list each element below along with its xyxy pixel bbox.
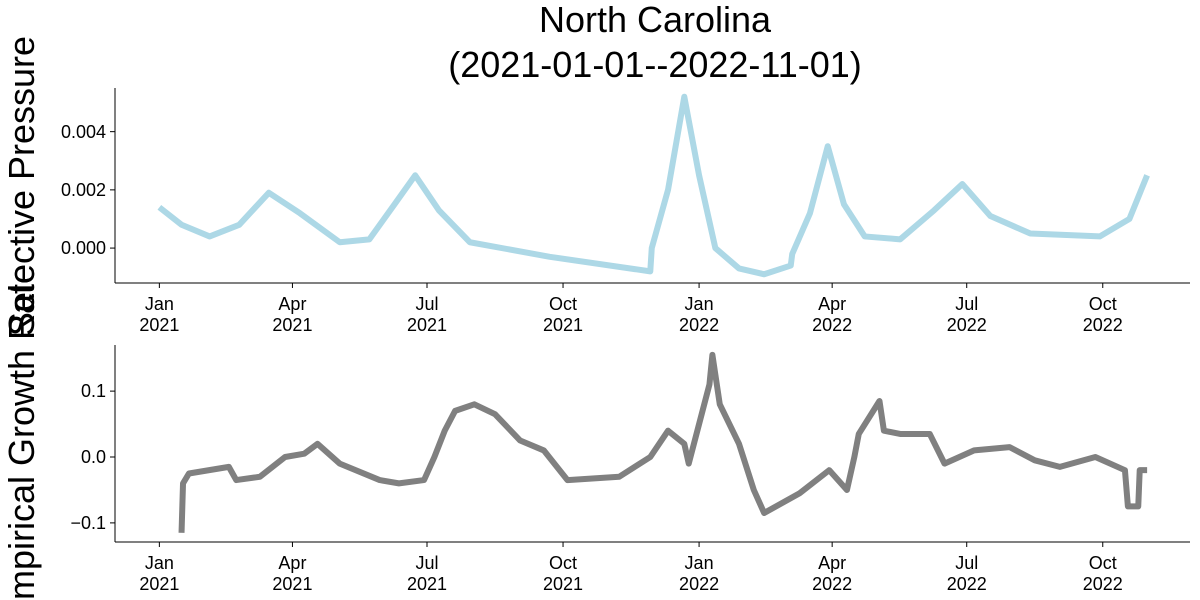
x-tick-label: Jan 2022: [679, 294, 720, 335]
data-line: [178, 351, 1148, 533]
x-tick-label: Oct 2022: [1082, 553, 1123, 594]
x-tick-label: Apr 2021: [272, 553, 313, 594]
data-line: [157, 93, 1150, 278]
chart-title: North Carolina (2021-01-01--2022-11-01): [448, 0, 862, 85]
x-tick-label: Jan 2021: [139, 553, 180, 594]
y-tick-label: −0.1: [70, 512, 106, 533]
y-tick-label: 0.002: [60, 179, 106, 200]
y-tick-label: 0.0: [80, 447, 106, 467]
y-tick-label: 0.004: [60, 121, 106, 142]
x-tick-label: Jul 2022: [946, 553, 987, 594]
x-tick-label: Jul 2021: [406, 553, 448, 594]
x-tick-label: Apr 2021: [272, 294, 313, 335]
x-tick-label: Jan 2022: [679, 553, 720, 594]
x-tick-label: Oct 2021: [543, 553, 584, 594]
x-tick-label: Apr 2022: [812, 294, 853, 335]
y-tick-label: 0.000: [60, 238, 106, 259]
y-axis-label: Empirical Growth Rate: [1, 263, 42, 600]
x-tick-label: Oct 2021: [543, 294, 584, 335]
y-tick-label: 0.1: [80, 381, 106, 402]
x-tick-label: Jan 2021: [139, 294, 180, 335]
x-tick-label: Jul 2021: [406, 294, 448, 335]
x-tick-label: Oct 2022: [1082, 294, 1123, 335]
x-tick-label: Apr 2022: [812, 553, 853, 594]
x-tick-label: Jul 2022: [946, 294, 987, 335]
